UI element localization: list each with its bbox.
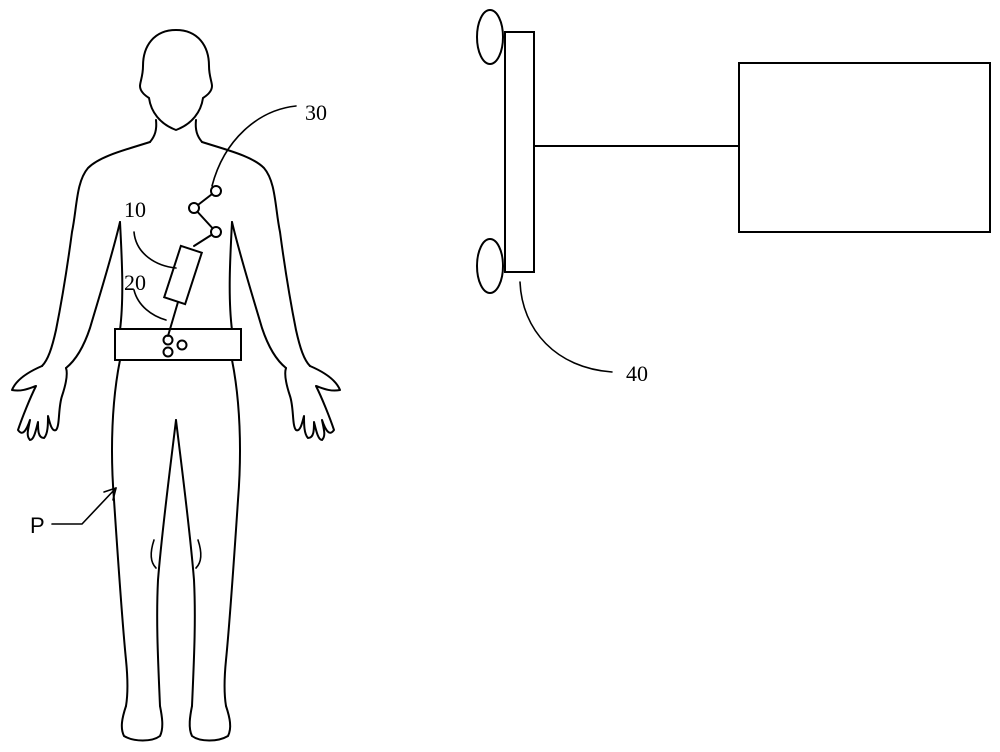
head xyxy=(140,30,212,130)
leader-10 xyxy=(134,232,176,268)
belt-port-3 xyxy=(178,341,187,350)
right-leg-outer xyxy=(225,360,241,706)
right-foot xyxy=(190,706,230,741)
label-10: 10 xyxy=(124,197,146,222)
left-hand xyxy=(12,366,67,440)
leader-p xyxy=(52,488,116,524)
device-40-bottom-pad xyxy=(477,239,503,293)
device-40 xyxy=(477,10,990,293)
torso-right-side xyxy=(230,222,232,330)
label-p: P xyxy=(30,513,45,538)
left-leg-inner xyxy=(157,420,176,706)
device-40-controller-box xyxy=(739,63,990,232)
leader-30 xyxy=(212,106,296,186)
belt-port-2 xyxy=(164,348,173,357)
device-10-body xyxy=(164,246,202,304)
electrode-node-1 xyxy=(211,186,221,196)
electrode-node-3 xyxy=(211,227,221,237)
label-40: 40 xyxy=(626,361,648,386)
human-body-outline xyxy=(12,30,340,741)
torso-left-side xyxy=(120,222,122,330)
left-knee xyxy=(151,540,156,568)
right-leg-inner xyxy=(176,420,195,706)
right-hand xyxy=(285,366,340,440)
leader-40 xyxy=(520,282,612,372)
label-20: 20 xyxy=(124,270,146,295)
device-40-bar xyxy=(505,32,534,272)
left-foot xyxy=(122,706,162,741)
right-knee xyxy=(196,540,201,568)
label-30: 30 xyxy=(305,100,327,125)
left-leg-outer xyxy=(112,360,128,706)
left-arm-inner xyxy=(66,222,120,368)
electrode-node-2 xyxy=(189,203,199,213)
neck-left xyxy=(150,120,156,142)
neck-right xyxy=(196,120,202,142)
device-40-top-pad xyxy=(477,10,503,64)
